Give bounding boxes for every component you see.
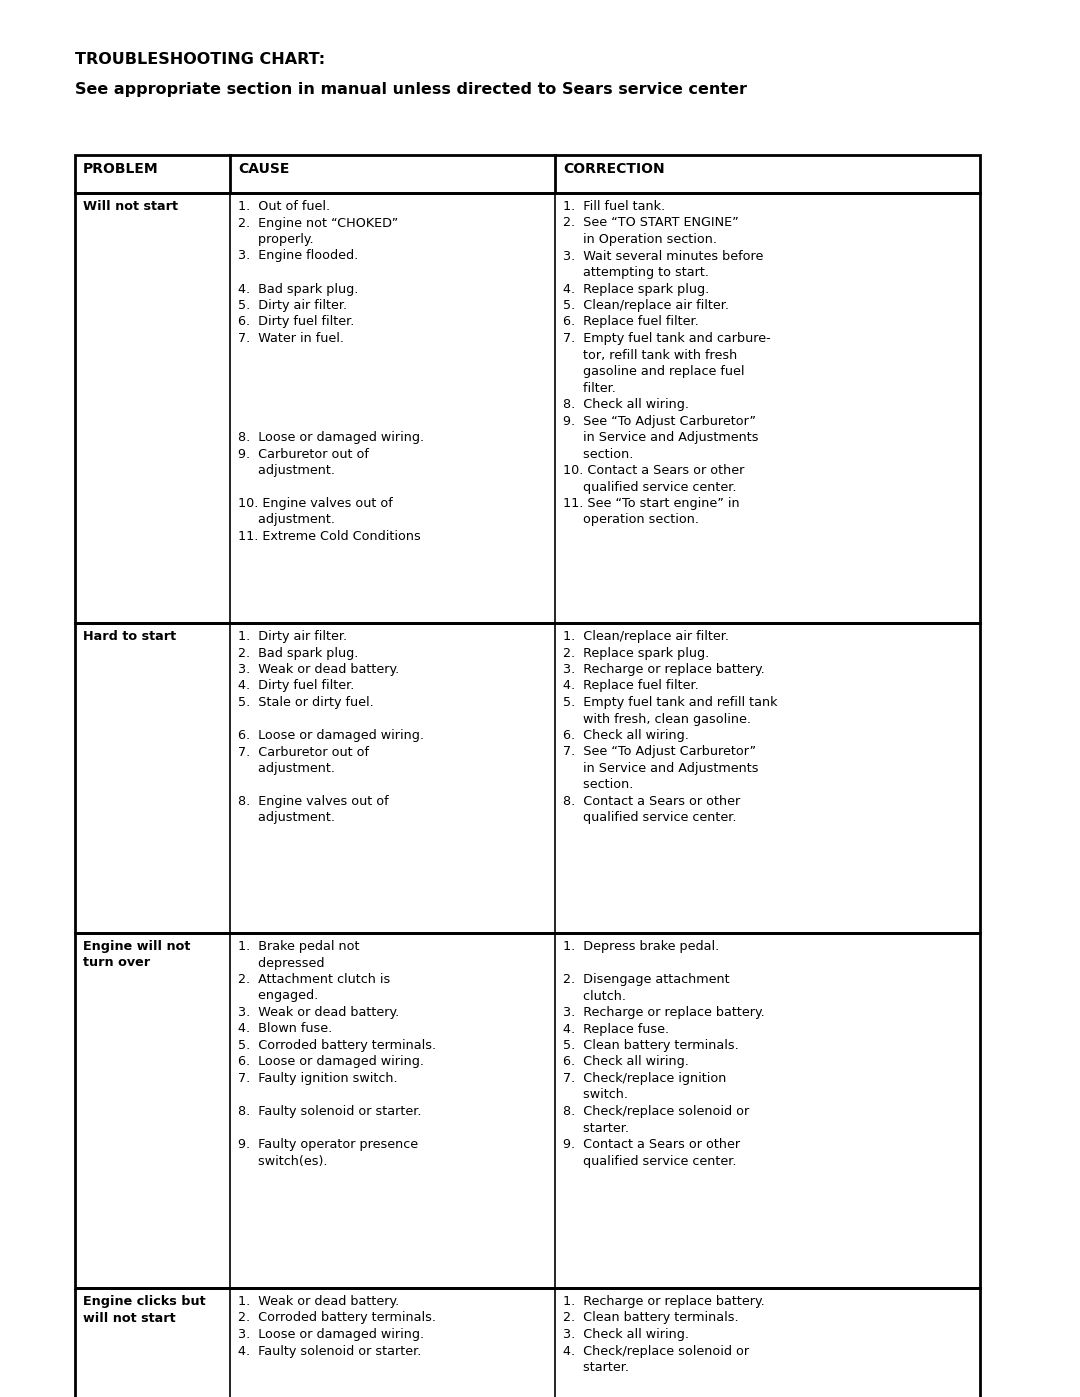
Text: 1.  Fill fuel tank.
2.  See “TO START ENGINE”
     in Operation section.
3.  Wai: 1. Fill fuel tank. 2. See “TO START ENGI… bbox=[563, 200, 771, 527]
Text: 1.  Out of fuel.
2.  Engine not “CHOKED”
     properly.
3.  Engine flooded.

4. : 1. Out of fuel. 2. Engine not “CHOKED” p… bbox=[238, 200, 424, 543]
Bar bbox=[75, 623, 980, 933]
Bar bbox=[75, 155, 980, 193]
Bar bbox=[75, 933, 980, 1288]
Text: 1.  Dirty air filter.
2.  Bad spark plug.
3.  Weak or dead battery.
4.  Dirty fu: 1. Dirty air filter. 2. Bad spark plug. … bbox=[238, 630, 424, 824]
Text: PROBLEM: PROBLEM bbox=[83, 162, 159, 176]
Text: TROUBLESHOOTING CHART:: TROUBLESHOOTING CHART: bbox=[75, 52, 325, 67]
Text: Engine will not
turn over: Engine will not turn over bbox=[83, 940, 190, 970]
Text: Hard to start: Hard to start bbox=[83, 630, 176, 643]
Text: Engine clicks but
will not start: Engine clicks but will not start bbox=[83, 1295, 205, 1324]
Text: 1.  Recharge or replace battery.
2.  Clean battery terminals.
3.  Check all wiri: 1. Recharge or replace battery. 2. Clean… bbox=[563, 1295, 765, 1375]
Text: Will not start: Will not start bbox=[83, 200, 178, 212]
Text: 1.  Weak or dead battery.
2.  Corroded battery terminals.
3.  Loose or damaged w: 1. Weak or dead battery. 2. Corroded bat… bbox=[238, 1295, 436, 1358]
Text: 1.  Clean/replace air filter.
2.  Replace spark plug.
3.  Recharge or replace ba: 1. Clean/replace air filter. 2. Replace … bbox=[563, 630, 778, 824]
Text: 1.  Brake pedal not
     depressed
2.  Attachment clutch is
     engaged.
3.  We: 1. Brake pedal not depressed 2. Attachme… bbox=[238, 940, 436, 1168]
Text: CORRECTION: CORRECTION bbox=[563, 162, 664, 176]
Bar bbox=[75, 1288, 980, 1397]
Text: CAUSE: CAUSE bbox=[238, 162, 289, 176]
Text: See appropriate section in manual unless directed to Sears service center: See appropriate section in manual unless… bbox=[75, 82, 747, 96]
Text: 1.  Depress brake pedal.

2.  Disengage attachment
     clutch.
3.  Recharge or : 1. Depress brake pedal. 2. Disengage att… bbox=[563, 940, 765, 1168]
Bar bbox=[75, 193, 980, 623]
